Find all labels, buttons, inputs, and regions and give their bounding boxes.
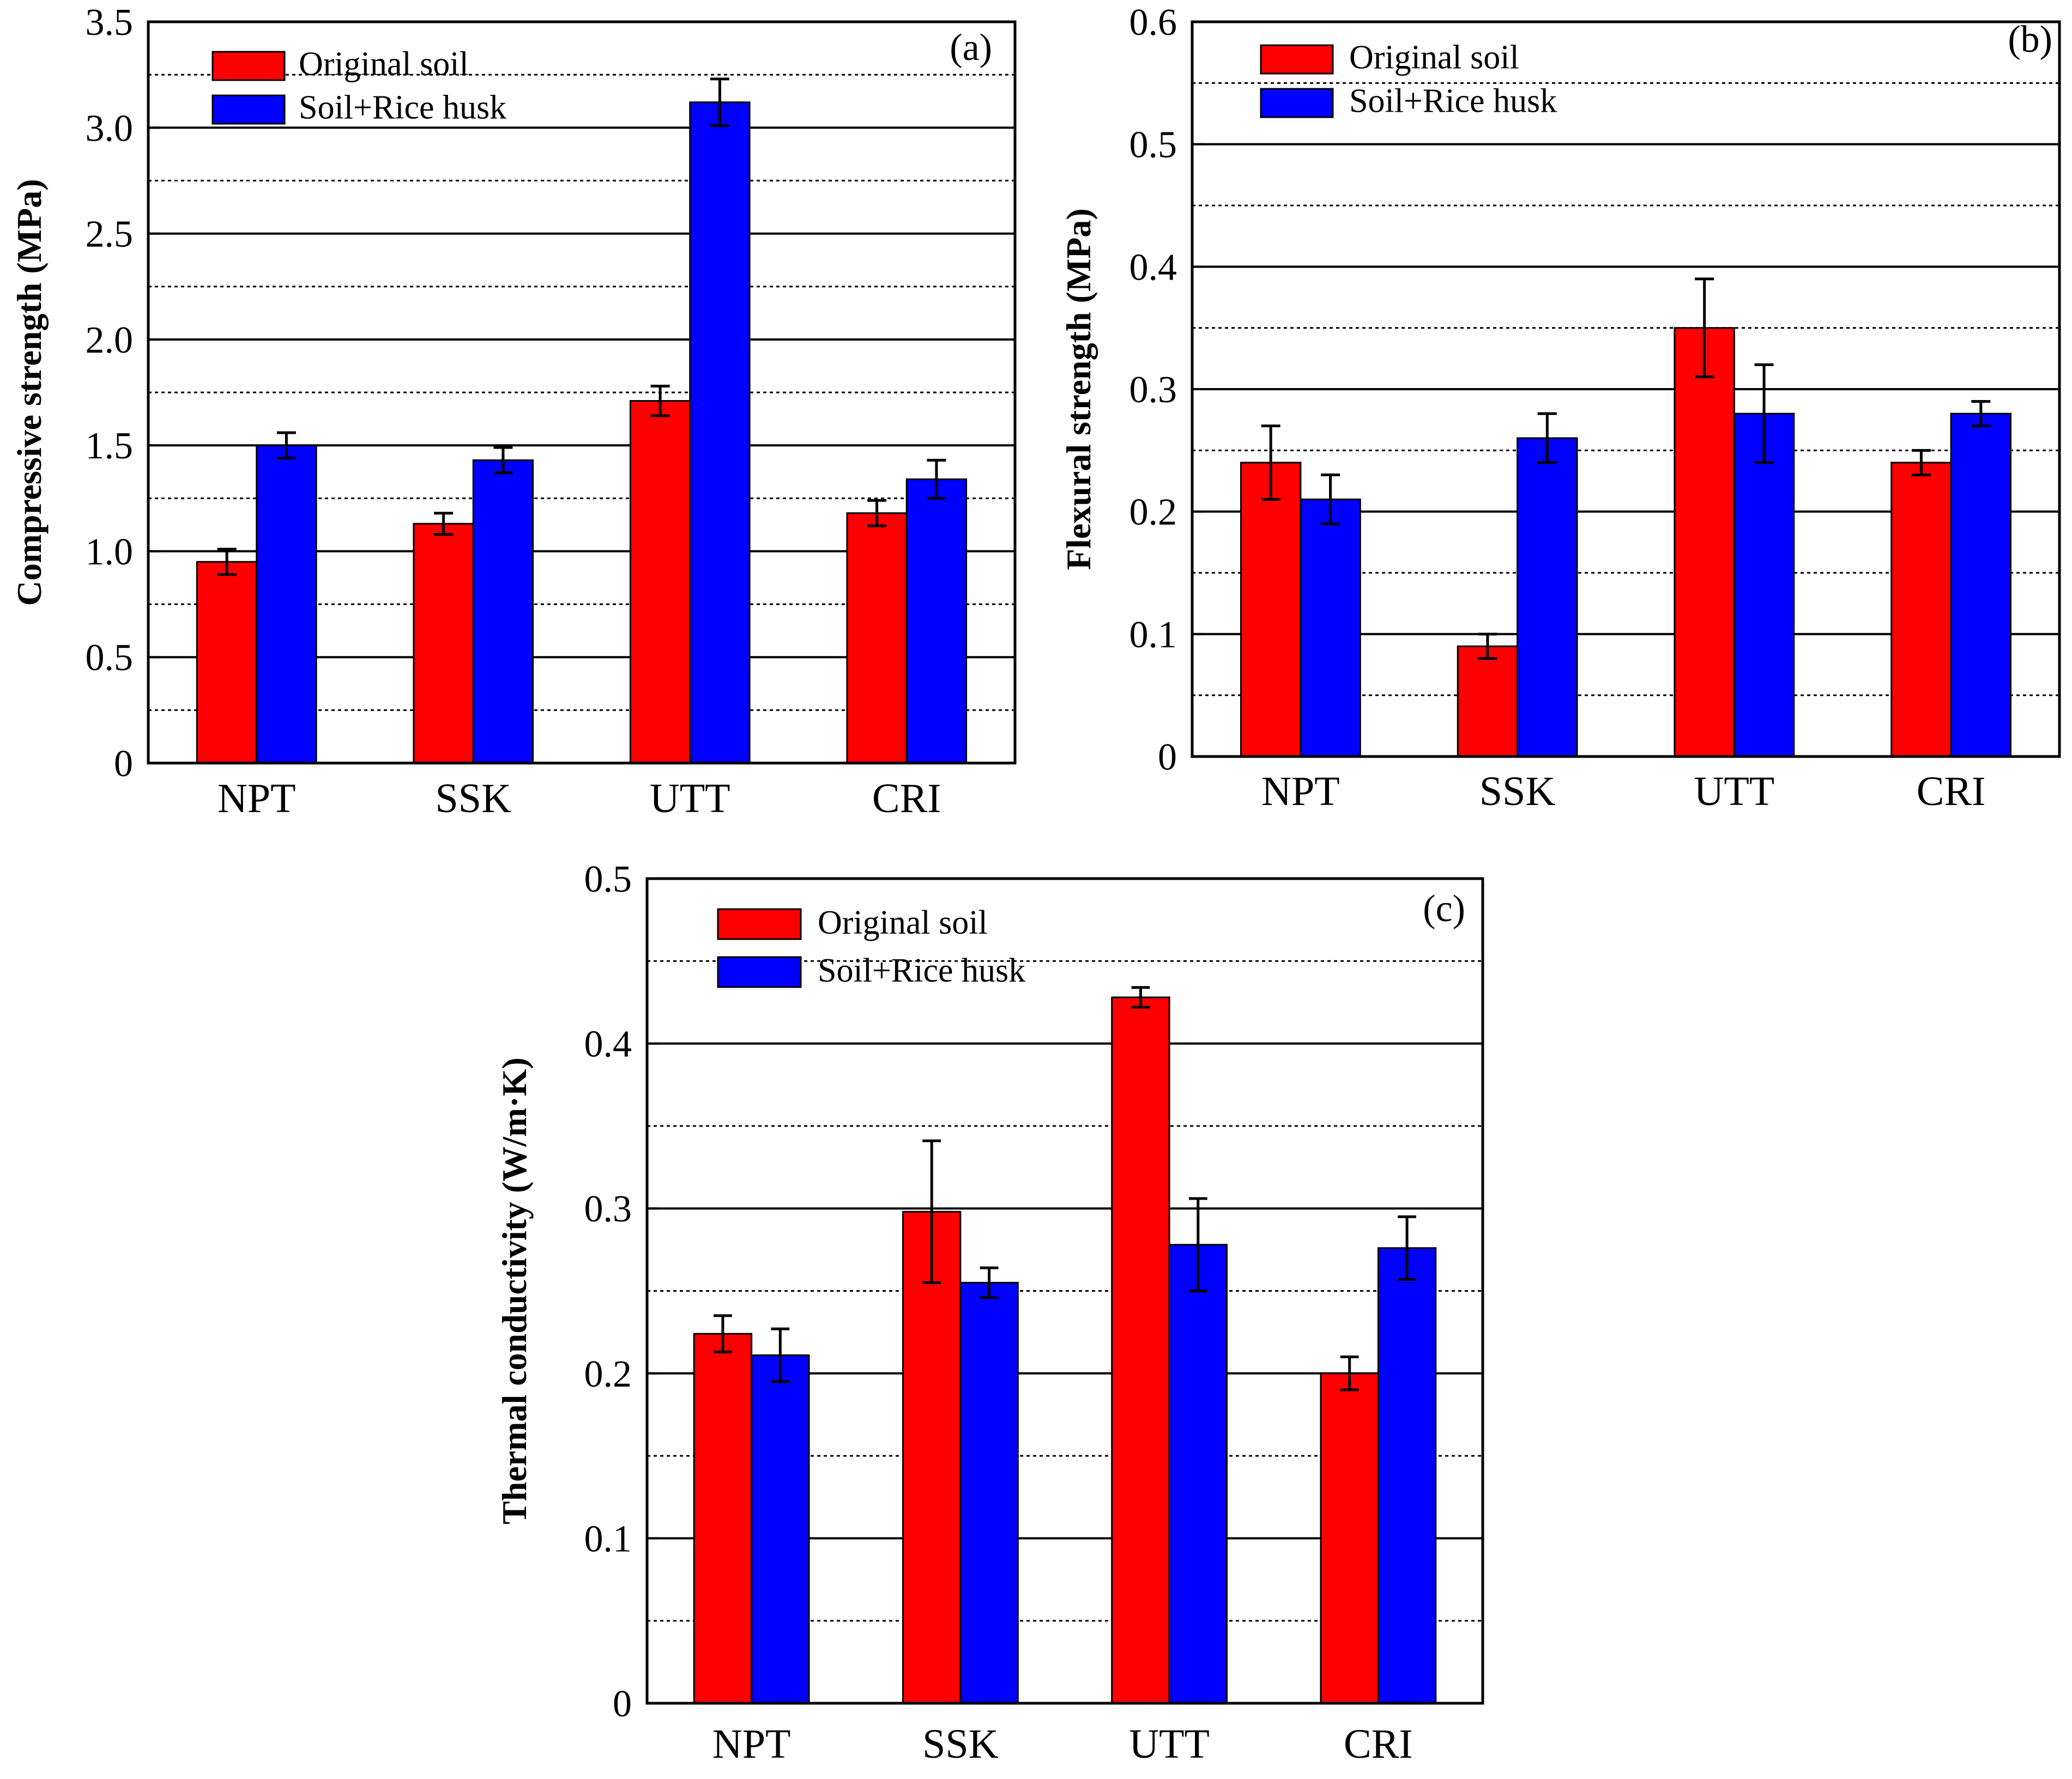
bar	[1733, 413, 1795, 758]
legend-swatch	[1260, 44, 1334, 75]
legend-swatch	[212, 94, 286, 125]
x-tick-label: SSK	[436, 776, 512, 821]
panel-label: (b)	[2008, 19, 2052, 60]
legend-swatch	[717, 956, 802, 988]
bar	[629, 400, 691, 764]
x-tick-label: CRI	[872, 776, 941, 821]
bar	[1517, 437, 1578, 758]
x-tick-label: UTT	[650, 776, 730, 821]
bar	[846, 512, 908, 764]
bar	[1890, 462, 1952, 758]
y-axis-label: Flexural strength (MPa)	[1059, 208, 1098, 570]
chart-panel-c: 0 0.1 0.2 0.3 0.4 0.5 NPT SSK UTT CRI Thermal cond…	[495, 858, 1484, 1767]
y-tick-label: 0.4	[1129, 246, 1177, 288]
legend: Original soil Soil+Rice husk	[212, 46, 506, 126]
bar	[902, 1211, 962, 1704]
bar	[1457, 645, 1519, 758]
chart-panel-b: 0 0.1 0.2 0.3 0.4 0.5 0.6 NPT SSK UTT CRI Flexural …	[1059, 2, 2061, 814]
legend-swatch	[1260, 88, 1334, 118]
bar	[1300, 498, 1361, 758]
x-tick-label: UTT	[1694, 769, 1775, 814]
bar	[751, 1354, 810, 1704]
panel-label: (c)	[1423, 888, 1465, 930]
bar	[1674, 327, 1735, 758]
y-tick-label: 0.1	[1129, 614, 1177, 656]
y-tick-label: 0.5	[584, 858, 632, 900]
bar	[905, 478, 968, 764]
y-tick-label: 3.0	[86, 107, 134, 149]
y-tick-label: 0.2	[584, 1353, 632, 1395]
y-tick-label: 0.5	[1129, 124, 1177, 166]
bar	[196, 561, 258, 764]
bar	[1240, 462, 1302, 758]
plot-frame	[645, 877, 1484, 1705]
legend: Original soil Soil+Rice husk	[717, 904, 1025, 989]
y-tick-label: 0.5	[86, 637, 134, 679]
legend-label: Soil+Rice husk	[818, 952, 1025, 989]
x-tick-label: CRI	[1344, 1721, 1413, 1767]
x-tick-label: SSK	[1479, 769, 1556, 814]
y-tick-label: 2.0	[86, 319, 134, 361]
legend: Original soil Soil+Rice husk	[1260, 39, 1557, 120]
legend-label: Original soil	[818, 904, 988, 941]
legend-label: Original soil	[1349, 39, 1519, 76]
bar	[413, 523, 474, 764]
y-tick-label: 1.5	[86, 425, 134, 467]
y-tick-label: 0.3	[1129, 369, 1177, 411]
y-tick-label: 0	[613, 1683, 632, 1725]
x-tick-label: SSK	[922, 1721, 999, 1767]
y-tick-label: 0.6	[1129, 2, 1177, 44]
y-tick-label: 0.4	[584, 1024, 632, 1066]
bar	[959, 1281, 1019, 1704]
bar	[1377, 1247, 1437, 1704]
legend-label: Soil+Rice husk	[299, 89, 506, 126]
bar	[1111, 996, 1170, 1704]
bar	[1320, 1372, 1379, 1704]
x-tick-label: CRI	[1917, 769, 1986, 814]
y-tick-label: 1.0	[86, 531, 134, 573]
bar	[472, 459, 534, 764]
bar	[1950, 413, 2012, 758]
y-tick-label: 2.5	[86, 214, 134, 256]
legend-swatch	[717, 908, 802, 940]
bar	[1168, 1244, 1228, 1704]
bar	[689, 101, 751, 764]
y-tick-label: 3.5	[86, 2, 134, 44]
x-tick-label: NPT	[218, 776, 296, 821]
y-axis-label: Compressive strength (MPa)	[10, 179, 49, 606]
x-tick-label: UTT	[1129, 1721, 1210, 1767]
legend-swatch	[212, 51, 286, 81]
y-tick-label: 0.2	[1129, 492, 1177, 534]
plot-frame	[147, 20, 1017, 765]
legend-label: Soil+Rice husk	[1349, 83, 1557, 120]
chart-panel-a: 0 0.5 1.0 1.5 2.0 2.5 3.0 3.5 NPT SSK UTT CRI Compre…	[10, 2, 1017, 821]
y-tick-label: 0	[1158, 736, 1177, 778]
legend-label: Original soil	[299, 46, 469, 83]
y-tick-label: 0.3	[584, 1188, 632, 1230]
panel-label: (a)	[950, 27, 992, 69]
x-tick-label: NPT	[1261, 769, 1340, 814]
y-tick-label: 0	[114, 743, 133, 785]
x-tick-label: NPT	[712, 1721, 791, 1767]
y-axis-label: Thermal conductivity (W/m·K)	[495, 1057, 534, 1524]
plot-frame	[1191, 20, 2061, 758]
y-tick-label: 0.1	[584, 1518, 632, 1560]
bar	[693, 1333, 753, 1704]
bar	[256, 444, 317, 764]
